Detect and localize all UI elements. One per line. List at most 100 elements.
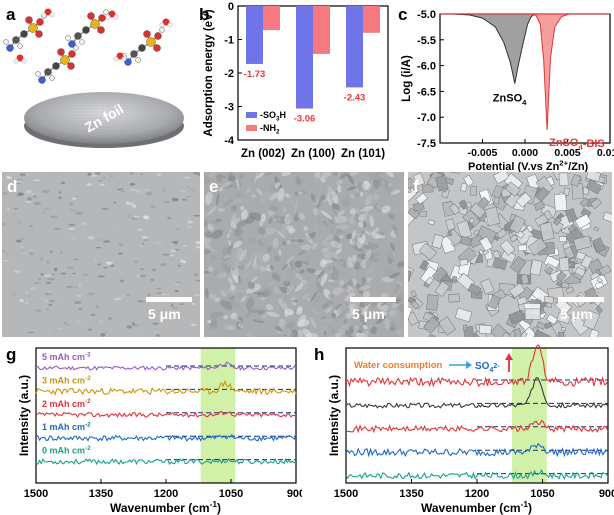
- chart-h-annotation-target: SO42-: [475, 361, 500, 374]
- chart-c-ytick-label: -7.0: [417, 112, 436, 124]
- panel-label-a: a: [6, 5, 16, 24]
- chart-h-raman: 1500 1350 1200 1050 900 Wavenumber (cm-1) Inte…: [310, 340, 614, 515]
- chartG-xtick-label: 1200: [154, 488, 178, 500]
- chart-h-annotation-text: Water consumption: [354, 360, 443, 371]
- chart-g-raman: 1500 1350 1200 1050 900 Wavenumber (cm-1) Inte…: [0, 340, 305, 515]
- chart-b-xtick-label: Zn (002): [241, 148, 285, 160]
- chart-b-ytick-label: -4: [224, 135, 235, 147]
- chartG-spectrum-line: [35, 433, 297, 442]
- panel-label-g: g: [6, 345, 17, 364]
- chart-c-ytick-label: -6.0: [417, 61, 436, 73]
- chartH-spectrum-line: [345, 419, 609, 434]
- chartH-xtick-label: 900: [599, 488, 614, 500]
- scale-bar-label-e: 5 μm: [352, 306, 385, 322]
- chart-b-bar-value-label: -1.73: [244, 69, 266, 80]
- chart-c-svg: -5.0 -5.5 -6.0 -6.5 -7.0 -7.5 -0.005 0.000 0.005…: [401, 9, 614, 173]
- chart-b-ytick-label: -2: [224, 68, 234, 80]
- scale-bar-f: [558, 297, 604, 302]
- chart-c-ytick-label: -6.5: [417, 86, 436, 98]
- water-molecule-5: [13, 54, 27, 64]
- chart-g-svg: 1500 1350 1200 1050 900 Wavenumber (cm-1) Inte…: [17, 347, 305, 515]
- chartG-spectrum-line: [35, 410, 297, 419]
- chart-c-xtick-label: 0.005: [554, 147, 580, 159]
- chartH-xtick-label: 1500: [334, 488, 358, 500]
- chart-b-bar: [346, 6, 363, 88]
- chartG-xtick-label: 900: [287, 488, 302, 500]
- scale-bar-label-f: 5 μm: [560, 306, 593, 322]
- zn-foil-disc: [24, 92, 184, 148]
- water-molecule-2: [105, 10, 119, 20]
- chart-c-series-area: [531, 13, 570, 131]
- chartG-xtick-label: 1050: [219, 488, 243, 500]
- chartG-xlabel: Wavenumber (cm-1): [110, 499, 221, 515]
- chart-c-series-label: ZnSO4-BIS: [549, 137, 605, 151]
- chartG-spectrum-line: [35, 361, 297, 371]
- chartH-xtick-label: 1350: [399, 488, 423, 500]
- chart-c-xtick-label: 0.010: [597, 147, 614, 159]
- chartG-xtick-label: 1500: [24, 488, 48, 500]
- chart-b-ylabel: Adsorption energy (eV): [203, 9, 215, 136]
- chartG-spectrum-line: [35, 457, 297, 466]
- sem-image-e: e 5 μm: [204, 172, 404, 337]
- chart-c-series-area: [440, 13, 536, 84]
- chartH-spectrum-line: [345, 377, 609, 409]
- chartG-highlight-band: [200, 348, 236, 483]
- chartG-series-label: 2 mAh cm-2: [42, 398, 91, 409]
- chart-b-legend-label: -NH2: [260, 123, 280, 136]
- panel-a-schematic: Zn foil: [0, 0, 190, 150]
- chartH-xlabel: Wavenumber (cm-1): [421, 499, 532, 515]
- scale-bar-label-d: 5 μm: [148, 306, 181, 322]
- chartH-spectrum-line: [345, 344, 609, 388]
- chartG-ylabel: Intensity (a.u.): [17, 375, 31, 456]
- chart-h-annotation-arrowhead: [466, 361, 472, 369]
- chart-b-bar: [363, 6, 380, 33]
- chart-b-bar: [263, 6, 280, 31]
- chart-b-bar-value-label: -2.43: [344, 92, 366, 103]
- chart-b-ytick-label: -1: [224, 35, 234, 47]
- chart-c-xtick-label: 0.000: [512, 147, 538, 159]
- chart-c-tafel: -5.0 -5.5 -6.0 -6.5 -7.0 -7.5 -0.005 0.000 0.005…: [396, 0, 614, 173]
- panel-label-h: h: [314, 345, 325, 364]
- chartG-series-label: 5 mAh cm-2: [42, 351, 91, 362]
- panel-label-b: b: [199, 5, 210, 24]
- chart-b-bar-value-label: -3.06: [294, 114, 316, 125]
- chart-b-bar: [246, 6, 263, 64]
- chart-c-ylabel: Log (i/A): [401, 55, 413, 102]
- chart-c-xlabel: Potential (V.vs Zn2+/Zn): [468, 159, 589, 172]
- bis-molecule-2: [65, 9, 109, 48]
- chart-b-xtick-label: Zn (101): [341, 148, 385, 160]
- scale-bar-d: [146, 297, 192, 302]
- chartH-ylabel: Intensity (a.u.): [327, 375, 341, 456]
- bis-molecule-1: [3, 13, 47, 52]
- chart-b-ytick-label: -3: [224, 102, 234, 114]
- chart-b-bar: [313, 6, 330, 54]
- chart-b-legend-label: -SO3H: [260, 110, 286, 123]
- chartG-series-label: 0 mAh cm-2: [42, 445, 91, 456]
- panel-label-e: e: [209, 177, 219, 196]
- chart-b-xtick-label: Zn (100): [291, 148, 335, 160]
- chart-b-svg: 0 -1 -2 -3 -4 Adsorption energy (eV) Zn (002) -…: [203, 1, 389, 160]
- chartG-series-label: 3 mAh cm-2: [42, 375, 91, 386]
- chartG-spectrum-line: [35, 379, 297, 396]
- scale-bar-e: [350, 297, 396, 302]
- chartG-series-label: 1 mAh cm-2: [42, 422, 91, 433]
- bis-molecule-3: [121, 27, 165, 66]
- panel-label-d: d: [7, 177, 18, 196]
- chartH-spectrum-line: [345, 442, 609, 458]
- chart-b-bar: [296, 6, 313, 109]
- water-molecule-4: [113, 52, 127, 62]
- chart-b-legend-swatch: [246, 112, 257, 118]
- chart-b-adsorption: 0 -1 -2 -3 -4 Adsorption energy (eV) Zn (002) -…: [196, 0, 396, 172]
- bis-molecules: [3, 8, 173, 84]
- chart-c-series-label: ZnSO4: [493, 93, 527, 107]
- chart-c-ytick-label: -7.5: [417, 138, 436, 150]
- water-molecule-3: [159, 18, 173, 28]
- chartH-spectrum-line: [345, 468, 609, 480]
- chartH-xtick-label: 1200: [465, 488, 489, 500]
- sem-image-f: f 5 μm: [408, 172, 612, 337]
- chartH-xtick-label: 1050: [530, 488, 554, 500]
- water-molecule-1: [41, 8, 55, 18]
- chartG-xtick-label: 1350: [89, 488, 113, 500]
- chart-h-up-arrowhead: [505, 353, 513, 360]
- panel-label-f: f: [413, 177, 419, 196]
